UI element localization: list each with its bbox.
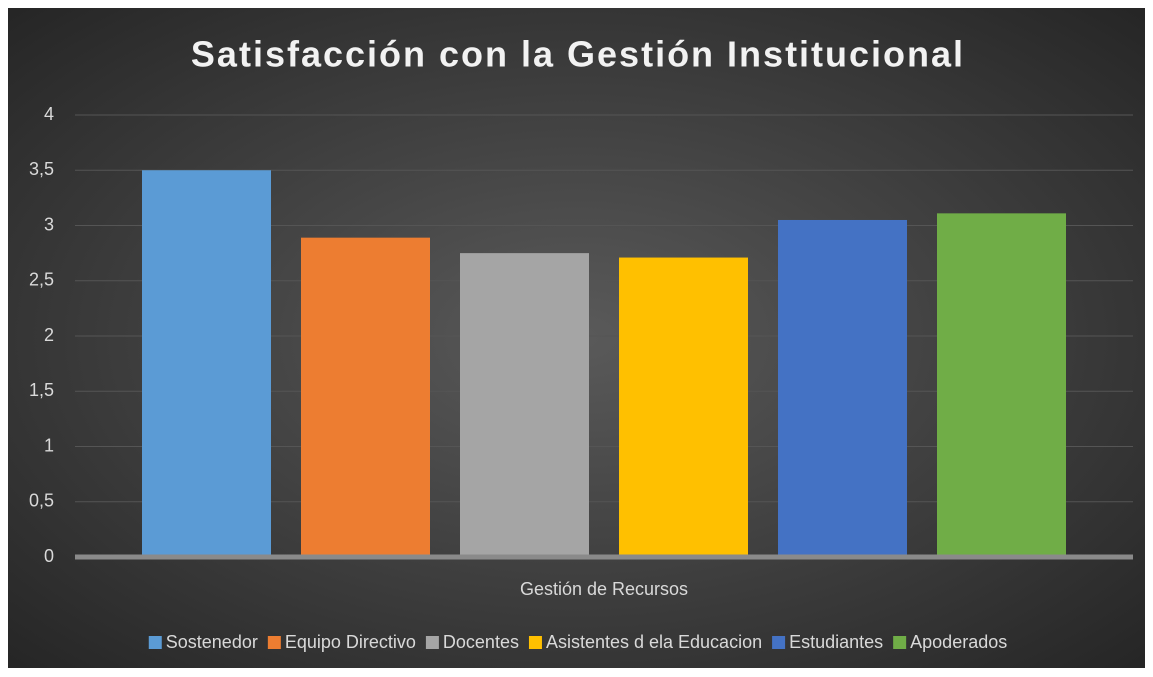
legend-label: Asistentes d ela Educacion (546, 632, 762, 652)
bar (937, 213, 1066, 557)
y-tick-label: 3,5 (29, 159, 54, 179)
y-tick-label: 1,5 (29, 380, 54, 400)
y-tick-label: 2 (44, 325, 54, 345)
y-tick-label: 0,5 (29, 491, 54, 511)
chart-title: Satisfacción con la Gestión Instituciona… (191, 34, 965, 75)
legend-label: Equipo Directivo (285, 632, 416, 652)
bar (778, 219, 907, 557)
y-tick-label: 3 (44, 214, 54, 234)
legend-label: Estudiantes (789, 632, 883, 652)
legend-swatch (893, 636, 907, 649)
legend-swatch (772, 636, 786, 649)
y-tick-label: 0 (44, 546, 54, 566)
legend-label: Docentes (443, 632, 519, 652)
y-tick-label: 4 (44, 104, 54, 124)
legend-swatch (267, 636, 281, 649)
legend-label: Sostenedor (166, 632, 258, 652)
legend-swatch (148, 636, 162, 649)
legend-label: Apoderados (910, 632, 1007, 652)
x-tick-label: Gestión de Recursos (520, 579, 688, 599)
y-tick-label: 1 (44, 435, 54, 455)
bar (619, 257, 748, 557)
bar (142, 170, 271, 557)
bar (301, 237, 430, 557)
legend-swatch (528, 636, 542, 649)
bar (460, 253, 589, 557)
legend-swatch (425, 636, 439, 649)
y-tick-label: 2,5 (29, 270, 54, 290)
